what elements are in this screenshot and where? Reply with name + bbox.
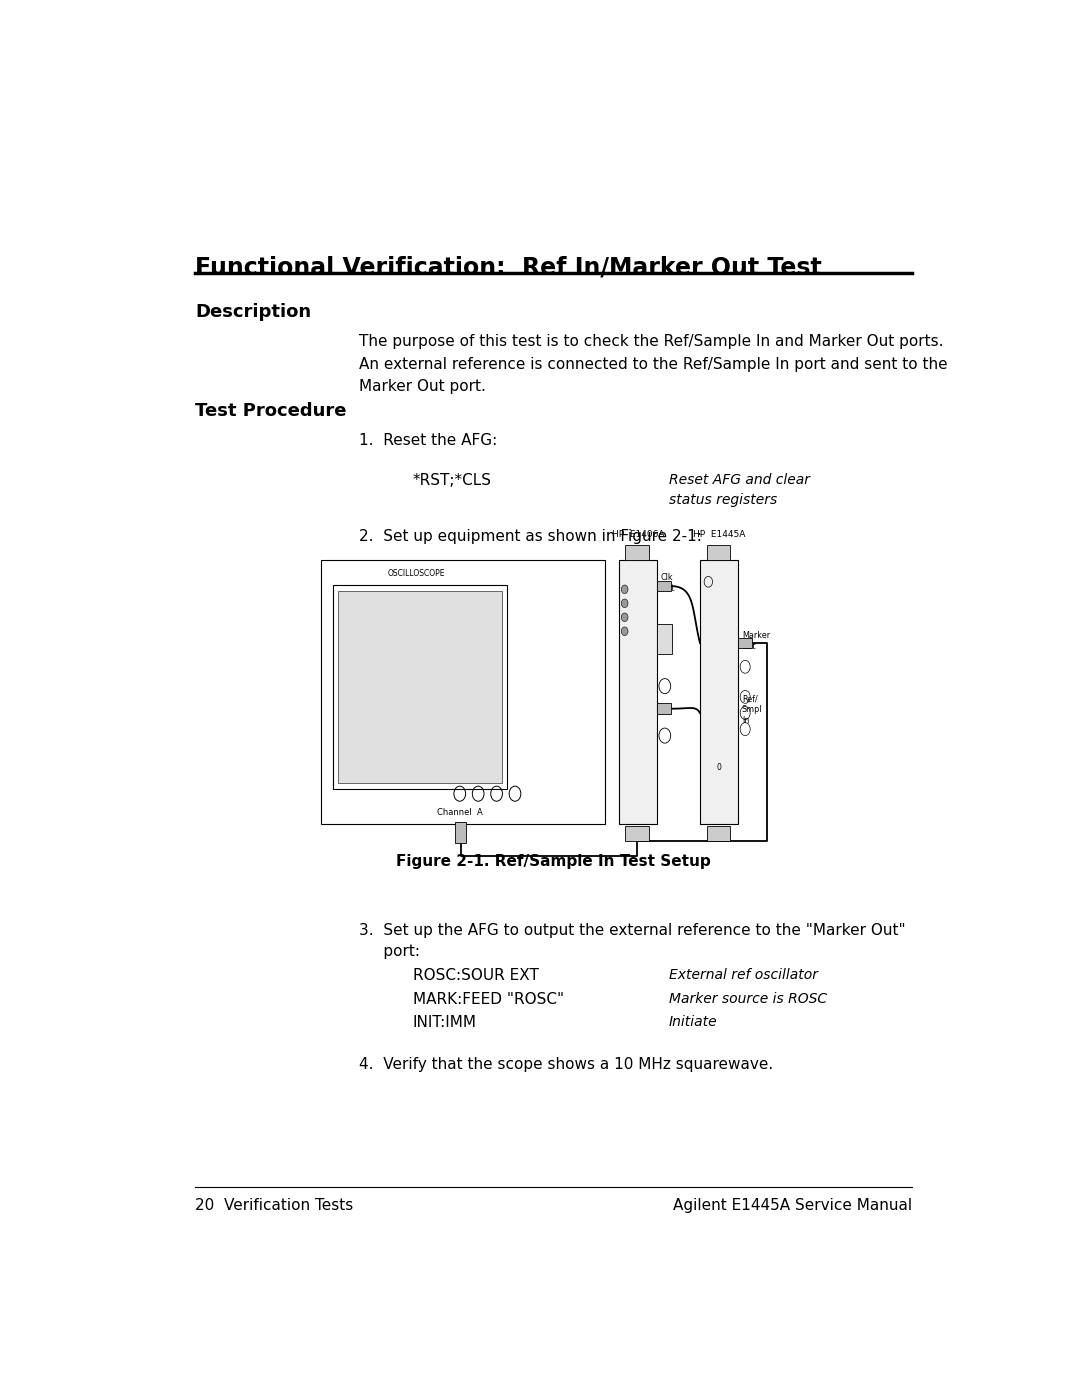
- Bar: [658, 703, 671, 714]
- Text: Figure 2-1. Ref/Sample In Test Setup: Figure 2-1. Ref/Sample In Test Setup: [396, 854, 711, 869]
- Text: Functional Verification:  Ref In/Marker Out Test: Functional Verification: Ref In/Marker O…: [195, 256, 822, 279]
- Text: 4.  Verify that the scope shows a 10 MHz squarewave.: 4. Verify that the scope shows a 10 MHz …: [360, 1058, 773, 1073]
- Text: 2.  Set up equipment as shown in Figure 2-1:: 2. Set up equipment as shown in Figure 2…: [360, 529, 702, 543]
- Bar: [739, 637, 752, 648]
- Bar: [619, 560, 658, 824]
- Text: Marker
Out: Marker Out: [742, 631, 770, 651]
- Text: 1.  Reset the AFG:: 1. Reset the AFG:: [360, 433, 498, 448]
- Text: Description: Description: [195, 303, 311, 321]
- Text: Channel  A: Channel A: [437, 809, 483, 817]
- Text: HP  E1406A: HP E1406A: [611, 529, 664, 539]
- Text: Agilent E1445A Service Manual: Agilent E1445A Service Manual: [673, 1199, 912, 1213]
- Text: *RST;*CLS: *RST;*CLS: [413, 474, 491, 488]
- Bar: [338, 591, 502, 782]
- Circle shape: [621, 599, 627, 608]
- Bar: [706, 826, 730, 841]
- Text: 3.  Set up the AFG to output the external reference to the "Marker Out"
     por: 3. Set up the AFG to output the external…: [360, 923, 906, 958]
- Bar: [334, 585, 508, 789]
- Text: ROSC:SOUR EXT: ROSC:SOUR EXT: [413, 968, 539, 983]
- Bar: [658, 623, 673, 654]
- Text: External ref oscillator: External ref oscillator: [669, 968, 818, 982]
- Text: 20  Verification Tests: 20 Verification Tests: [195, 1199, 353, 1213]
- Text: Initiate: Initiate: [669, 1016, 717, 1030]
- Text: OSCILLOSCOPE: OSCILLOSCOPE: [388, 569, 445, 578]
- Bar: [658, 581, 671, 591]
- Text: HP  E1445A: HP E1445A: [693, 529, 745, 539]
- Bar: [321, 560, 606, 824]
- Bar: [700, 560, 739, 824]
- Bar: [625, 545, 649, 560]
- Bar: [625, 826, 649, 841]
- Bar: [706, 545, 730, 560]
- Text: Ref/
Smpl
In: Ref/ Smpl In: [742, 694, 762, 725]
- Circle shape: [621, 585, 627, 594]
- Circle shape: [621, 627, 627, 636]
- Text: 0: 0: [717, 763, 721, 773]
- Text: The purpose of this test is to check the Ref/Sample In and Marker Out ports.
An : The purpose of this test is to check the…: [360, 334, 948, 394]
- Text: Reset AFG and clear
status registers: Reset AFG and clear status registers: [669, 474, 810, 507]
- Bar: [455, 821, 467, 844]
- Text: INIT:IMM: INIT:IMM: [413, 1016, 477, 1030]
- Text: Clk
Out: Clk Out: [661, 573, 675, 592]
- Text: MARK:FEED "ROSC": MARK:FEED "ROSC": [413, 992, 564, 1007]
- Text: Marker source is ROSC: Marker source is ROSC: [669, 992, 827, 1006]
- Circle shape: [621, 613, 627, 622]
- Text: Test Procedure: Test Procedure: [195, 402, 347, 420]
